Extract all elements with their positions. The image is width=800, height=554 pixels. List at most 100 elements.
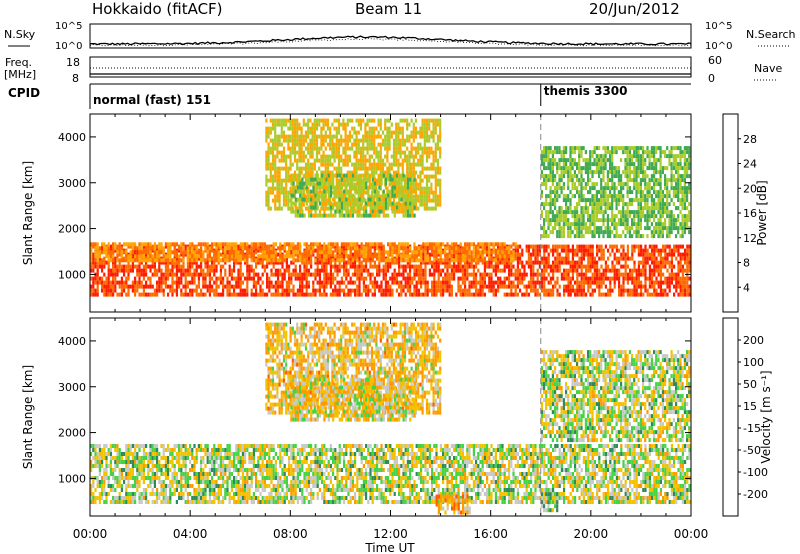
heatmap-cell-main-band xyxy=(642,268,645,273)
heatmap-cell-arc-upper xyxy=(278,194,281,199)
heatmap-cell-main-band xyxy=(457,268,460,273)
heatmap-cell-main-band xyxy=(481,292,484,297)
heatmap-cell-arc-upper xyxy=(388,130,391,135)
heatmap-cell-main-band xyxy=(571,248,574,253)
heatmap-cell-arc-lower xyxy=(323,213,326,218)
heatmap-cell-arc-lower xyxy=(318,209,322,214)
heatmap-cell-main-band xyxy=(246,280,249,285)
heatmap-cell-main-band xyxy=(673,276,676,281)
heatmap-cell-upper-band xyxy=(129,250,132,255)
heatmap-cell-main-band xyxy=(497,256,500,261)
heatmap-cell-arc-lower xyxy=(376,181,379,186)
heatmap-cell-arc-upper xyxy=(331,138,334,143)
heatmap-cell-main-band xyxy=(195,272,198,277)
heatmap-cell-arc-upper xyxy=(282,166,286,171)
heatmap-cell-main-band xyxy=(523,284,526,289)
heatmap-cell-arc-upper xyxy=(370,166,374,171)
heatmap-cell-arc-upper xyxy=(324,158,327,163)
heatmap-cell-main-band xyxy=(246,264,249,269)
heatmap-cell-main-band xyxy=(578,284,581,289)
heatmap-cell-main-band xyxy=(598,276,601,281)
heatmap-cell-main-band xyxy=(648,252,651,257)
heatmap-cell-main-band xyxy=(464,292,467,297)
heatmap-cell-main-band xyxy=(101,244,104,249)
heatmap-cell-main-band xyxy=(127,268,130,273)
heatmap-cell-arc-upper xyxy=(434,182,437,187)
heatmap-cell-upper-band xyxy=(321,246,324,251)
heatmap-cell-arc-lower xyxy=(325,177,328,182)
heatmap-cell-upper-band xyxy=(246,250,249,255)
heatmap-cell-main-band xyxy=(580,264,583,269)
heatmap-cell-main-band xyxy=(538,248,541,253)
heatmap-cell-main-band xyxy=(349,288,352,293)
heatmap-cell-arc-lower xyxy=(380,173,383,178)
heatmap-cell-upper-band xyxy=(259,242,262,247)
heatmap-cell-main-band xyxy=(107,280,110,285)
heatmap-cell-main-band xyxy=(602,272,605,277)
heatmap-cell-main-band xyxy=(582,252,585,257)
heatmap-cell-main-band xyxy=(538,264,541,269)
heatmap-cell-main-band xyxy=(151,248,154,253)
heatmap-cell-arc-upper xyxy=(370,146,374,151)
heatmap-cell-arc-upper xyxy=(386,150,389,155)
heatmap-cell-upper-band xyxy=(151,258,154,263)
heatmap-cell-arc-upper xyxy=(346,134,349,139)
heatmap-cell-main-band xyxy=(233,264,236,269)
heatmap-cell-arc-upper xyxy=(315,118,319,123)
heatmap-cell-arc-upper xyxy=(344,130,347,135)
heatmap-cell-main-band xyxy=(483,260,486,265)
heatmap-cell-main-band xyxy=(94,288,97,293)
heatmap-cell-arc-upper xyxy=(296,166,299,171)
heatmap-cell-arc-lower xyxy=(358,189,361,194)
heatmap-cell-main-band xyxy=(530,276,533,281)
heatmap-cell-upper-band xyxy=(393,242,396,247)
heatmap-cell-main-band xyxy=(153,260,156,265)
heatmap-cell-main-band xyxy=(596,268,599,273)
heatmap-cell-upper-band xyxy=(453,258,456,263)
heatmap-cell-upper-band xyxy=(206,250,209,255)
heatmap-cell-arc-upper xyxy=(280,150,283,155)
heatmap-cell-arc-upper xyxy=(280,130,283,135)
heatmap-cell-arc-upper xyxy=(355,174,358,179)
heatmap-cell-arc-upper xyxy=(282,158,286,163)
heatmap-cell-upper-band xyxy=(439,254,442,259)
heatmap-cell-arc-upper xyxy=(309,162,312,167)
heatmap-cell-upper-band xyxy=(466,242,469,247)
heatmap-cell-arc-upper xyxy=(370,118,374,123)
heatmap-cell-arc-upper xyxy=(293,170,297,175)
heatmap-cell-upper-band xyxy=(189,254,192,259)
heatmap-cell-main-band xyxy=(648,256,651,261)
heatmap-cell-main-band xyxy=(334,284,337,289)
heatmap-cell-main-band xyxy=(96,280,99,285)
heatmap-cell-main-band xyxy=(420,292,423,297)
heatmap-cell-arc-lower xyxy=(373,209,377,214)
heatmap-cell-main-band xyxy=(666,256,669,261)
heatmap-cell-main-band xyxy=(435,256,438,261)
heatmap-cell-upper-band xyxy=(431,242,434,247)
heatmap-cell-arc-upper xyxy=(300,190,303,195)
heatmap-cell-main-band xyxy=(681,276,684,281)
heatmap-cell-main-band xyxy=(94,280,97,285)
heatmap-cell-upper-band xyxy=(138,246,141,251)
heatmap-cell-main-band xyxy=(629,268,632,273)
heatmap-cell-arc-lower xyxy=(343,173,346,178)
heatmap-cell-main-band xyxy=(530,264,533,269)
heatmap-cell-upper-band xyxy=(147,258,150,263)
heatmap-cell-main-band xyxy=(417,264,420,269)
nsky-label: N.Sky xyxy=(4,28,36,41)
heatmap-cell-main-band xyxy=(268,260,271,265)
heatmap-cell-main-band xyxy=(175,264,178,269)
heatmap-cell-arc-lower xyxy=(358,197,361,202)
heatmap-cell-main-band xyxy=(510,272,513,277)
heatmap-cell-main-band xyxy=(136,272,139,277)
heatmap-cell-main-band xyxy=(567,280,570,285)
heatmap-cell-arc-lower xyxy=(391,177,394,182)
heatmap-cell-arc-upper xyxy=(395,142,398,147)
heatmap-cell-main-band xyxy=(633,248,636,253)
heatmap-cell-arc-lower xyxy=(321,177,324,182)
heatmap-cell-arc-lower xyxy=(318,189,322,194)
heatmap-cell-arc-upper xyxy=(313,146,316,151)
heatmap-cell-main-band xyxy=(677,244,680,249)
heatmap-cell-main-band xyxy=(461,276,464,281)
heatmap-cell-upper-band xyxy=(112,250,115,255)
